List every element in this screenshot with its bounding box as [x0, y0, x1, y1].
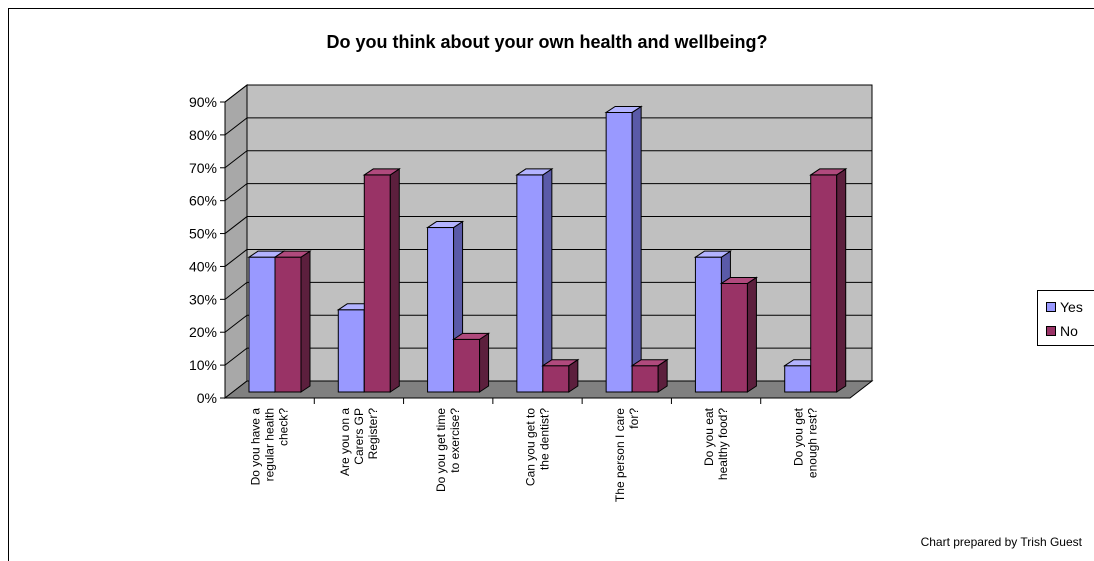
x-category-label-line: for?: [627, 408, 641, 429]
bar-front: [631, 365, 659, 393]
y-tick-label: 0%: [197, 390, 217, 406]
y-axis-ticks: 0% 10% 20% 30% 40% 50% 60% 70% 80% 90%: [189, 94, 850, 406]
bar-side: [631, 105, 642, 393]
x-category-label-line: regular health: [263, 408, 277, 481]
y-tick-label: 10%: [189, 357, 217, 373]
gridline-side: [224, 84, 248, 103]
x-category-label-line: Do you have a: [249, 408, 263, 486]
bar-yes-5: [604, 105, 643, 393]
bar-no-6: [719, 276, 759, 393]
bar-front: [784, 365, 812, 393]
bar-front: [274, 256, 302, 393]
bar-top: [604, 105, 643, 113]
bar-top: [425, 221, 465, 229]
legend-swatch-no: [1046, 326, 1056, 336]
gridline-side: [224, 281, 248, 300]
x-category-label-line: Carers GP: [352, 408, 366, 465]
bar-no-4: [541, 358, 580, 393]
x-category-label-line: Do you eat: [702, 407, 716, 466]
y-tick-label: 50%: [189, 226, 217, 242]
bar-no-2: [362, 167, 401, 393]
x-category-label-line: the dentist?: [538, 408, 552, 470]
bar-side: [389, 167, 400, 393]
bar-front: [363, 174, 391, 393]
x-category-label: Do you eathealthy food?: [702, 407, 730, 480]
x-category-label-line: Can you get to: [524, 408, 538, 486]
y-tick-label: 80%: [189, 127, 217, 143]
legend-label-no: No: [1060, 323, 1078, 339]
y-tick-label: 40%: [189, 258, 217, 274]
bar-front: [605, 111, 633, 393]
x-category-label-line: Do you get time: [434, 408, 448, 492]
bar-top: [362, 168, 401, 176]
chart-credit: Chart prepared by Trish Guest: [920, 535, 1082, 549]
chart-title: Do you think about your own health and w…: [326, 32, 768, 52]
bar-side: [542, 167, 553, 393]
legend: Yes No: [1037, 290, 1094, 346]
bar-yes-4: [515, 167, 554, 393]
y-tick-label: 60%: [189, 193, 217, 209]
gridline-side: [224, 183, 248, 202]
x-category-label-line: The person I care: [613, 408, 627, 502]
gridline-side: [224, 117, 248, 136]
x-category-label-line: Do you get: [791, 407, 805, 466]
x-category-label-line: to exercise?: [448, 408, 462, 473]
bar-front: [810, 174, 838, 393]
x-category-label: The person I carefor?: [613, 408, 641, 502]
bar-side: [746, 276, 757, 393]
bar-top: [693, 250, 733, 258]
gridline-side: [224, 249, 248, 267]
bar-front: [248, 256, 276, 393]
x-category-label-line: Register?: [366, 408, 380, 460]
bar-no-1: [273, 250, 312, 393]
x-category-label-line: Are you on a: [338, 408, 352, 476]
bar-top: [515, 168, 554, 176]
x-category-label: Do you getenough rest?: [791, 407, 819, 478]
y-tick-label: 70%: [189, 160, 217, 176]
bar-front: [453, 338, 481, 393]
bar-side: [300, 250, 311, 393]
bar-side: [836, 167, 847, 393]
bar-no-5: [630, 358, 669, 393]
x-category-label: Do you get timeto exercise?: [434, 408, 462, 492]
x-axis-labels: Do you have aregular healthcheck? Are you…: [249, 398, 819, 502]
x-category-label: Can you get tothe dentist?: [524, 408, 552, 486]
bar-front: [720, 282, 748, 393]
bars: [247, 105, 848, 393]
legend-item-yes: Yes: [1046, 299, 1083, 315]
x-category-label: Are you on aCarers GPRegister?: [338, 408, 380, 476]
bar-top: [630, 359, 669, 367]
legend-item-no: No: [1046, 323, 1078, 339]
bar-side: [479, 332, 490, 393]
bar-front: [516, 174, 544, 393]
bar-front: [427, 227, 455, 393]
y-tick-label: 30%: [189, 291, 217, 307]
bar-front: [694, 256, 722, 393]
bar-front: [337, 309, 365, 393]
bar-top: [809, 168, 848, 176]
legend-swatch-yes: [1046, 302, 1056, 312]
y-tick-label: 20%: [189, 324, 217, 340]
chart-frame: [8, 8, 1094, 561]
bar-front: [542, 365, 570, 393]
bar-top: [273, 250, 312, 258]
gridline-side: [224, 347, 248, 366]
bar-top: [719, 276, 759, 284]
y-tick-label: 90%: [189, 94, 217, 110]
x-category-label: Do you have aregular healthcheck?: [249, 408, 291, 486]
x-category-label-line: check?: [277, 408, 291, 446]
bar-no-3: [451, 332, 491, 393]
gridline-side: [224, 314, 248, 333]
bar-top: [451, 332, 491, 340]
gridline-side: [224, 216, 248, 234]
bar-no-7: [809, 167, 848, 393]
gridline-side: [224, 150, 248, 169]
bar-top: [541, 359, 580, 367]
legend-label-yes: Yes: [1060, 299, 1083, 315]
x-category-label-line: healthy food?: [716, 408, 730, 480]
x-category-label-line: enough rest?: [805, 408, 819, 478]
